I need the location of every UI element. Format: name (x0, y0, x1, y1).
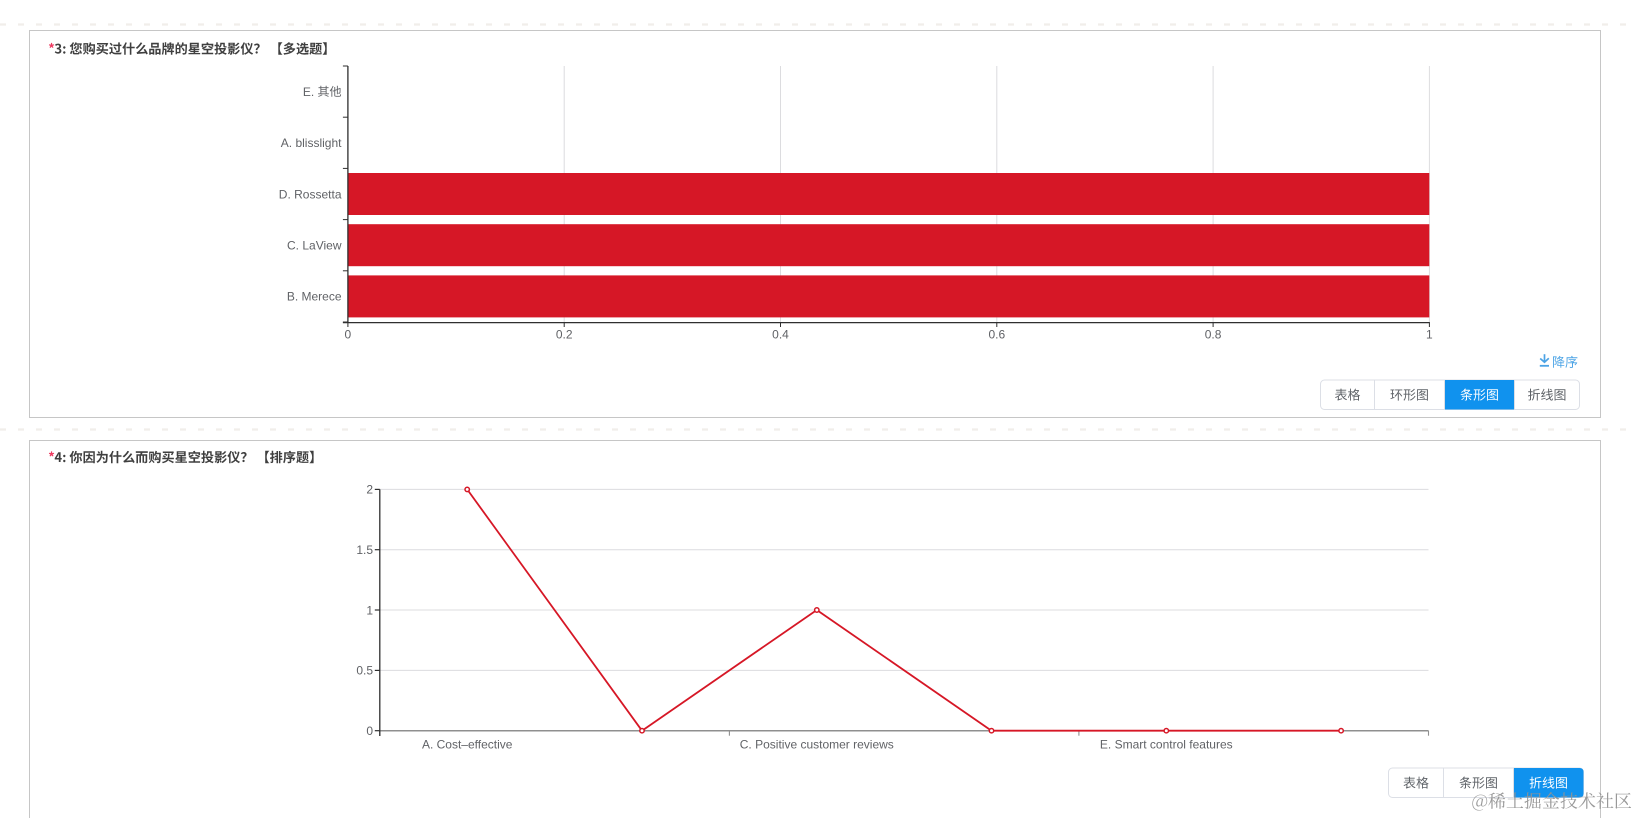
svg-text:E.: E. (303, 85, 318, 99)
svg-text:0.4: 0.4 (772, 328, 789, 342)
svg-text:0: 0 (366, 724, 373, 738)
svg-text:0.2: 0.2 (556, 328, 573, 342)
svg-text:B. Merece: B. Merece (287, 290, 342, 304)
svg-text:A. blisslight: A. blisslight (281, 136, 342, 150)
svg-text:1.5: 1.5 (356, 543, 373, 557)
svg-text:0.8: 0.8 (1205, 328, 1222, 342)
svg-text:0: 0 (345, 328, 352, 342)
svg-text:0.6: 0.6 (988, 328, 1005, 342)
svg-text:A. Cost–effective: A. Cost–effective (422, 738, 513, 752)
svg-text:E. Smart control features: E. Smart control features (1100, 738, 1233, 752)
svg-text:2: 2 (366, 483, 373, 497)
svg-text:C. Positive customer reviews: C. Positive customer reviews (740, 738, 894, 752)
svg-text:D. Rossetta: D. Rossetta (279, 187, 342, 201)
svg-text:1: 1 (1426, 328, 1433, 342)
svg-text:1: 1 (366, 603, 373, 617)
svg-text:0.5: 0.5 (356, 664, 373, 678)
svg-text:C. LaView: C. LaView (287, 239, 342, 253)
